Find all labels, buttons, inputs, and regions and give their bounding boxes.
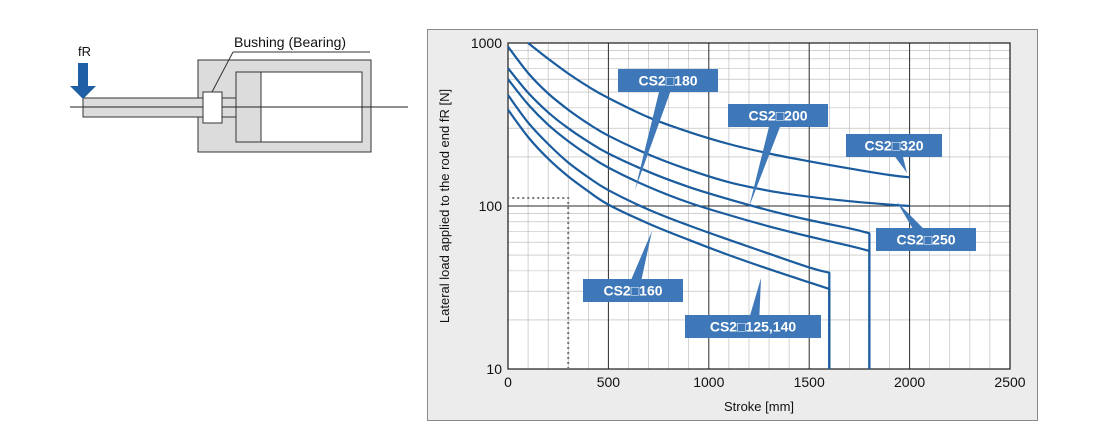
series-callout: CS2□180: [618, 69, 718, 190]
callout-label: CS2□180: [638, 73, 697, 89]
series-line-6: [527, 42, 910, 179]
bushing-label: Bushing (Bearing): [234, 34, 346, 50]
y-tick-label: 10: [486, 361, 502, 377]
y-tick-label: 1000: [471, 35, 502, 51]
series-callout: CS2□320: [846, 134, 942, 173]
series-callout: CS2□160: [583, 231, 683, 302]
bushing-leader: [211, 51, 234, 93]
x-tick-label: 2500: [994, 374, 1025, 390]
series-callout: CS2□125,140: [685, 278, 821, 338]
series-callout: CS2□250: [876, 202, 976, 251]
callout-label: CS2□200: [748, 108, 807, 124]
force-arrow-icon: [70, 63, 96, 99]
plot-frame: [507, 42, 1011, 370]
callout-box: [618, 69, 718, 92]
x-tick-label: 1500: [794, 374, 825, 390]
series-line-3: [507, 78, 871, 369]
callout-label: CS2□125,140: [710, 319, 797, 335]
force-label: fR: [78, 44, 91, 59]
callout-pointer: [627, 231, 652, 293]
series-line-2: [507, 109, 831, 369]
series-line-5: [507, 45, 910, 208]
callout-label: CS2□160: [603, 283, 662, 299]
callout-label: CS2□320: [864, 138, 923, 154]
callout-box: [846, 134, 942, 157]
x-tick-label: 500: [597, 374, 621, 390]
callout-box: [583, 279, 683, 302]
y-axis-title: Lateral load applied to the rod end fR […: [437, 89, 452, 323]
cylinder-diagram: Bushing (Bearing) fR: [70, 34, 408, 153]
series-line-1: [507, 94, 831, 369]
guide-line: [508, 196, 570, 369]
series-callout: CS2□200: [728, 104, 828, 207]
callout-box: [876, 228, 976, 251]
callout-box: [685, 315, 821, 338]
x-tick-label: 1000: [693, 374, 724, 390]
callout-pointer: [635, 78, 674, 190]
series-line-4: [507, 67, 871, 369]
y-tick-label: 100: [479, 198, 503, 214]
x-tick-label: 2000: [894, 374, 925, 390]
x-tick-label: 0: [504, 374, 512, 390]
callout-pointer: [749, 113, 784, 207]
callout-label: CS2□250: [896, 232, 955, 248]
callout-box: [728, 104, 828, 127]
x-axis-title: Stroke [mm]: [724, 399, 794, 414]
